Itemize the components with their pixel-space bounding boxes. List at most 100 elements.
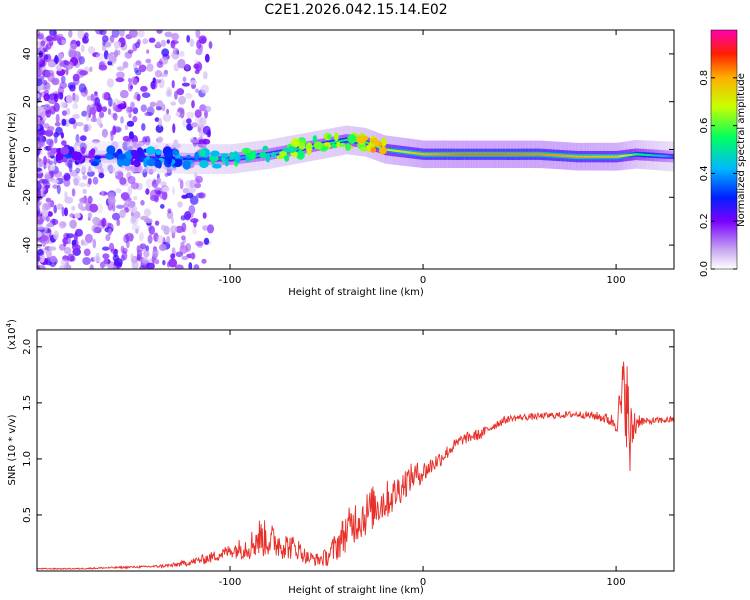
noise-blob [189,79,197,85]
noise-blob [49,150,56,156]
noise-blob [48,93,58,100]
noise-blob [37,32,45,40]
noise-blob [101,217,107,228]
noise-blob [61,206,65,217]
snr-y-ticks: 0.5 1.0 1.5 2.0 [22,339,674,523]
noise-blob [47,211,53,217]
ridge-cell [387,148,390,151]
ridge-cell [255,154,257,157]
ridge-cell [162,156,164,159]
ridge-cell [612,155,614,158]
ridge-blob [71,151,80,161]
noise-blob [154,259,160,265]
noise-blob [37,117,41,127]
ridge-cell [364,141,367,144]
noise-blob [195,30,201,39]
noise-blob [137,30,145,38]
noise-blob [101,106,108,112]
ridge-blob [90,148,96,155]
x-tick-label: 0 [420,275,426,286]
noise-blob [162,260,166,266]
noise-blob [156,177,160,185]
noise-blob [72,113,80,120]
noise-blob [64,207,68,217]
noise-blob [190,218,199,223]
ridge-blob [182,160,191,170]
ridge-cell [485,153,487,156]
noise-blob [157,136,164,143]
ridge-cell [345,138,348,141]
ridge-cell [633,153,636,156]
noise-blob [46,216,50,222]
ridge-cell [462,153,464,156]
ridge-cell [531,153,533,156]
ridge-cell [575,155,577,158]
noise-blob [77,30,85,39]
ridge-cell [559,154,561,157]
noise-blob [158,117,163,128]
noise-blob [127,176,136,184]
noise-blob [180,241,185,249]
ridge-cell [163,156,165,159]
noise-blob [83,124,89,133]
ridge-blob [127,150,132,158]
ridge-blob [210,150,220,157]
noise-blob [112,112,118,121]
ridge-blob [166,155,172,165]
x-tick-label: -100 [219,275,242,286]
ridge-cell [621,154,623,157]
noise-blob [39,179,49,184]
ridge-cell [670,155,672,158]
noise-blob [56,33,64,39]
noise-blob [130,101,135,109]
noise-blob [96,104,103,113]
noise-blob [111,212,121,221]
ridge-cell [225,158,227,161]
ridge-cell [190,157,192,161]
noise-blob [37,167,42,172]
ridge-cell [278,151,280,154]
ridge-blob [55,152,64,161]
noise-blob [42,79,48,86]
noise-blob [131,224,140,231]
ridge-cell [220,158,222,161]
ridge-cell [510,153,513,156]
noise-blob [189,195,199,205]
ridge-cell [656,154,658,157]
ridge-cell [548,153,550,156]
noise-blob [144,111,153,117]
ridge-cell [564,154,567,157]
noise-blob [171,80,175,89]
noise-blob [185,243,192,252]
ridge-blob [287,146,297,153]
noise-blob [132,115,138,123]
ridge-cell [578,155,580,158]
noise-blob [113,41,122,49]
noise-blob [140,104,147,112]
noise-blob [122,135,130,142]
ridge-blob [270,151,277,158]
noise-blob [202,138,211,145]
noise-blob [126,120,135,127]
noise-blob [137,249,143,259]
spectrogram-y-ticks: -40 -20 0 20 40 [22,48,674,253]
ridge-cell [436,153,438,156]
ridge-cell [640,153,642,156]
ridge-cell [397,150,399,153]
ridge-cell [576,155,579,158]
ridge-cell [405,151,407,154]
ridge-cell [494,153,496,156]
ridge-cell [343,139,345,142]
noise-blob [97,203,103,214]
ridge-cell [655,154,657,157]
ridge-cell [459,153,461,156]
ridge-cell [428,153,430,156]
ridge-blob [259,151,267,159]
noise-blob [71,205,76,211]
noise-blob [202,225,209,231]
ridge-cell [536,153,538,156]
ridge-cell [422,153,425,156]
noise-blob [95,252,100,261]
ridge-cell [312,145,314,148]
noise-blob [170,101,177,106]
